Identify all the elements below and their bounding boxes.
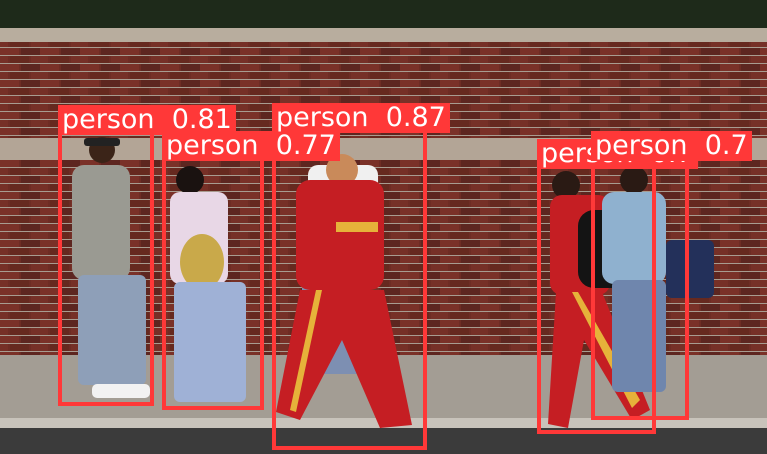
person-figure-4: [276, 154, 412, 428]
detection-label-5: person 0.7: [591, 131, 752, 161]
person-figure-1: [72, 137, 150, 398]
detection-label-2: person 0.77: [162, 131, 340, 161]
wall-cap: [0, 28, 767, 42]
detection-box-5: [591, 131, 689, 420]
detection-box-1: [58, 108, 154, 406]
person-figure-2: [170, 166, 246, 402]
detection-box-2: [162, 131, 264, 410]
detection-label-1: person 0.81: [58, 105, 236, 135]
detection-label-3: person 0.87: [272, 103, 450, 133]
